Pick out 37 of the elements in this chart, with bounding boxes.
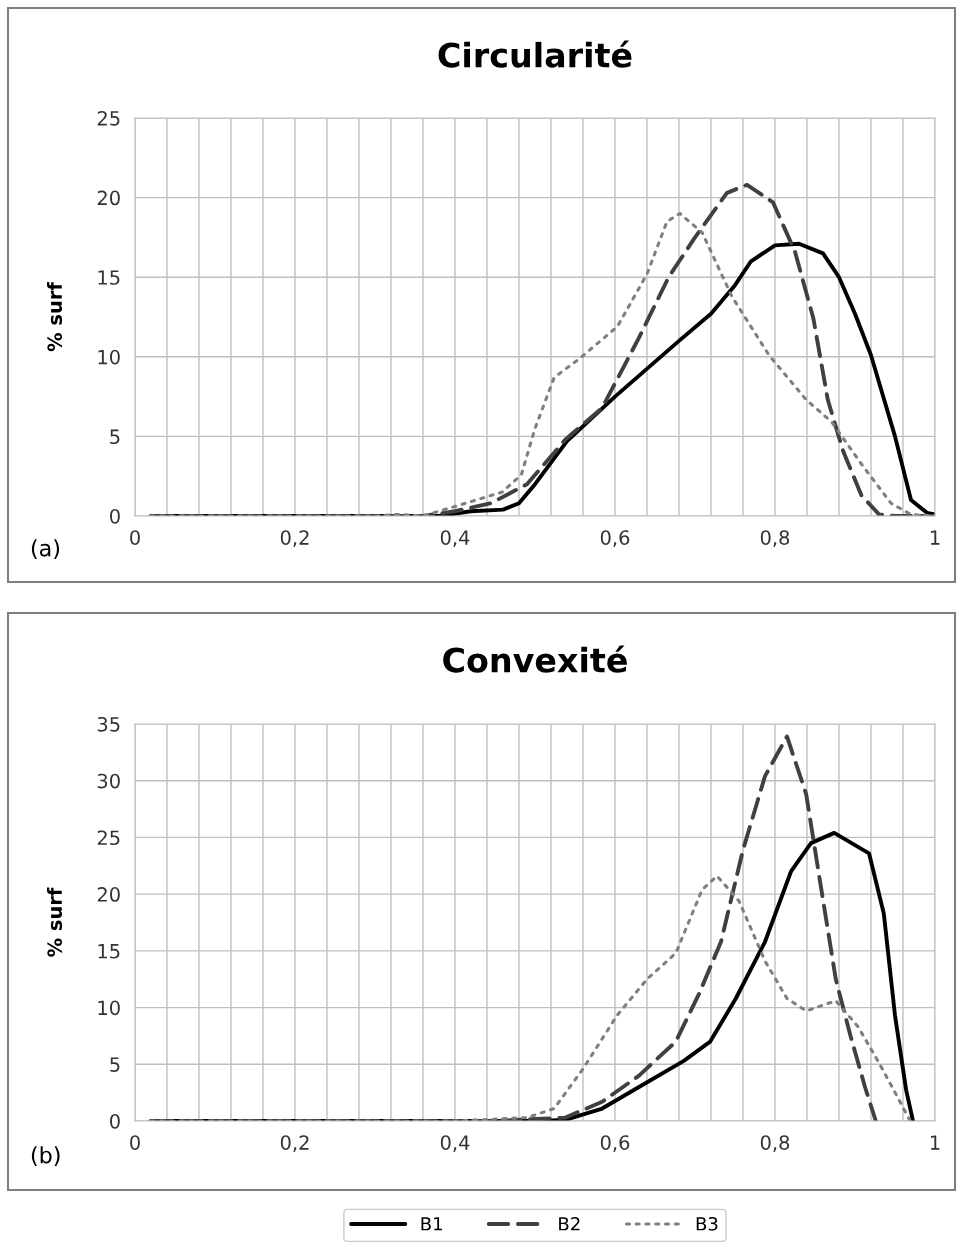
- x-tick-label: 0,6: [600, 1135, 630, 1152]
- y-tick-label: 15: [98, 270, 120, 285]
- y-tick-label: 25: [97, 830, 120, 846]
- x-tick-label: 0,8: [760, 1135, 790, 1152]
- y-axis-title: % surf: [46, 887, 63, 957]
- x-tick-label: 0: [130, 530, 140, 545]
- line-series: [149, 734, 878, 1121]
- y-tick-label: 20: [97, 887, 120, 902]
- chart-title: Convexité: [443, 645, 627, 673]
- y-tick-label: 20: [97, 190, 120, 206]
- x-tick-label: 1: [930, 1135, 940, 1150]
- y-tick-label: 0: [110, 508, 120, 524]
- legend-label: B1: [421, 1217, 442, 1231]
- line-series: [149, 874, 912, 1121]
- legend-label: B3: [696, 1216, 718, 1231]
- y-tick-label: 25: [97, 110, 120, 126]
- y-tick-label: 0: [110, 1113, 120, 1129]
- x-tick-label: 0,2: [280, 530, 309, 547]
- x-tick-label: 0,4: [440, 530, 470, 547]
- text: (b): [31, 1146, 60, 1167]
- legend-label: B2: [559, 1216, 580, 1231]
- x-tick-label: 0,4: [440, 1135, 470, 1152]
- text: (a): [31, 539, 60, 560]
- y-axis-title: % surf: [46, 281, 63, 352]
- y-tick-label: 10: [98, 349, 120, 365]
- x-tick-label: 0: [130, 1135, 140, 1150]
- y-tick-label: 15: [98, 944, 120, 959]
- y-tick-label: 10: [98, 1000, 120, 1016]
- y-tick-label: 35: [97, 716, 120, 732]
- x-tick-label: 0,2: [280, 1135, 309, 1152]
- chart-title: Circularité: [438, 40, 632, 68]
- x-tick-label: 0,6: [600, 530, 630, 547]
- x-tick-label: 1: [930, 530, 940, 545]
- y-tick-label: 5: [110, 429, 120, 445]
- y-tick-label: 5: [110, 1057, 120, 1072]
- x-tick-label: 0,8: [760, 530, 790, 547]
- y-tick-label: 30: [97, 773, 120, 789]
